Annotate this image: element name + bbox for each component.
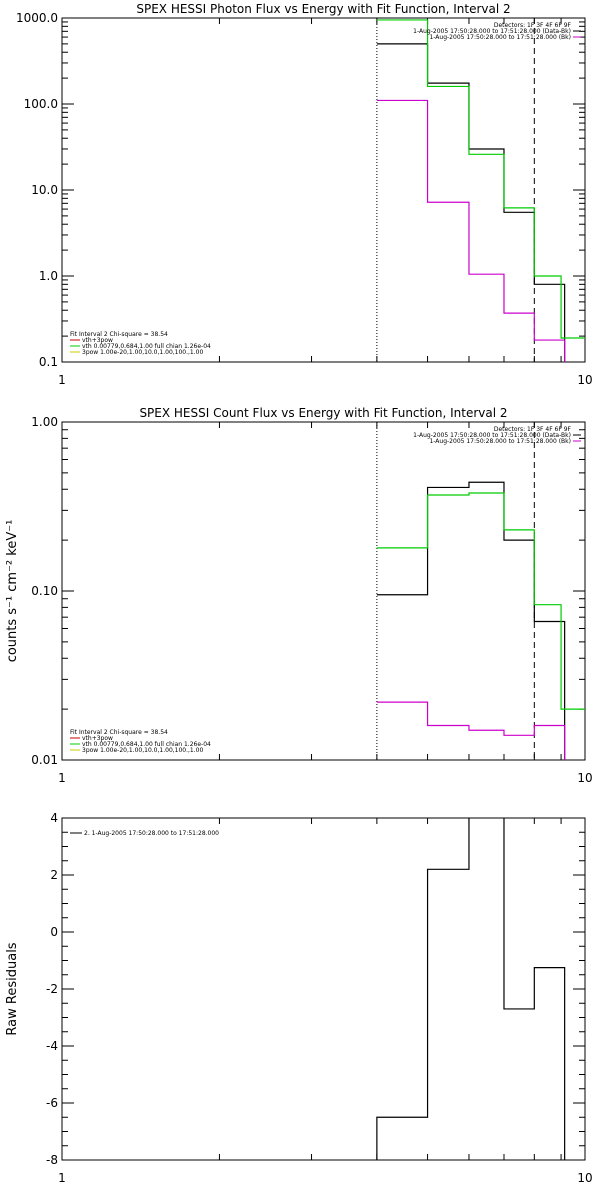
- series-0-step-line: [376, 818, 566, 1160]
- plot-frame: [61, 421, 586, 761]
- x-tick-label: 10: [577, 373, 592, 387]
- chart-title: SPEX HESSI Count Flux vs Energy with Fit…: [139, 406, 507, 420]
- y-axis-label: counts s⁻¹ cm⁻² keV⁻¹: [5, 520, 20, 663]
- series-1-step-line: [376, 19, 585, 339]
- legend-tr-text: 1-Aug-2005 17:50:28.000 to 17:51:28.000 …: [413, 432, 571, 439]
- y-tick-label: 1.00: [31, 415, 58, 429]
- x-tick-label: 1: [58, 1171, 66, 1185]
- series-1-step-line: [376, 492, 585, 710]
- legend-bl-text: vth 0.00779,0.684,1.00 full chian 1.26e-…: [82, 741, 211, 748]
- y-tick-label: 0.1: [39, 355, 58, 369]
- y-tick-label: -2: [46, 982, 58, 996]
- y-tick-label: -4: [46, 1039, 58, 1053]
- y-tick-label: 1.0: [39, 269, 58, 283]
- series-0-step-line: [376, 481, 566, 760]
- y-tick-label: 0.10: [31, 584, 58, 598]
- legend-bl-text: vth+3pow: [82, 735, 113, 742]
- series-2-step-line: [376, 701, 566, 760]
- legend-bl-text: 3pow 1.00e-20,1.00,10.0,1.00,100.,1.00: [82, 349, 203, 356]
- residuals-panel: 1 10 -8 -6 -4 -2 0 2 4 Raw Residuals 2. 1-Aug-2005…: [5, 811, 593, 1185]
- series-2-step-line: [376, 99, 566, 362]
- legend-bl-text: vth+3pow: [82, 337, 113, 344]
- legend-bl-text: 3pow 1.00e-20,1.00,10.0,1.00,100.,1.00: [82, 747, 203, 754]
- y-tick-label: 10.0: [31, 183, 58, 197]
- chart-title: SPEX HESSI Photon Flux vs Energy with Fi…: [136, 2, 510, 16]
- plot-frame: [61, 17, 586, 363]
- x-tick-label: 1: [58, 771, 66, 785]
- y-tick-label: 0: [50, 925, 58, 939]
- legend-bl-text: Fit Interval 2 Chi-square = 38.54: [70, 331, 168, 338]
- y-tick-label: 100.0: [24, 97, 58, 111]
- legend-tr-text: Detectors: 1F 3F 4F 6F 9F: [494, 22, 572, 29]
- legend-tr-text: Detectors: 1F 3F 4F 6F 9F: [494, 426, 572, 433]
- series-0-step-line: [376, 43, 566, 362]
- y-tick-label: 1000.0: [16, 11, 58, 25]
- plot-frame: [61, 817, 586, 1161]
- count-flux-panel: 1 10 0.01 0.10 1.00 SPEX HESSI Count Flux vs …: [5, 406, 593, 785]
- legend-tr-text: 1-Aug-2005 17:50:28.000 to 17:51:28.000 …: [429, 34, 571, 41]
- y-tick-label: 4: [50, 811, 58, 825]
- x-tick-label: 1: [58, 373, 66, 387]
- y-tick-label: 0.01: [31, 753, 58, 767]
- legend-bl-text: Fit Interval 2 Chi-square = 38.54: [70, 729, 168, 736]
- legend-tr-text: 1-Aug-2005 17:50:28.000 to 17:51:28.000 …: [413, 28, 571, 35]
- y-tick-label: -6: [46, 1096, 58, 1110]
- legend-bl-text: vth 0.00779,0.684,1.00 full chian 1.26e-…: [82, 343, 211, 350]
- x-tick-label: 10: [577, 771, 592, 785]
- y-tick-label: 2: [50, 868, 58, 882]
- y-axis-label: Raw Residuals: [5, 942, 20, 1035]
- legend-tr-text: 1-Aug-2005 17:50:28.000 to 17:51:28.000 …: [429, 438, 571, 445]
- y-tick-label: -8: [46, 1153, 58, 1167]
- x-tick-label: 10: [577, 1171, 592, 1185]
- photon-flux-panel: 1 10 0.1 1.0 10.0 100.0 1000.0 SPEX HESSI Photo…: [16, 2, 593, 387]
- legend-tl-text: 2. 1-Aug-2005 17:50:28.000 to 17:51:28.0…: [84, 830, 219, 837]
